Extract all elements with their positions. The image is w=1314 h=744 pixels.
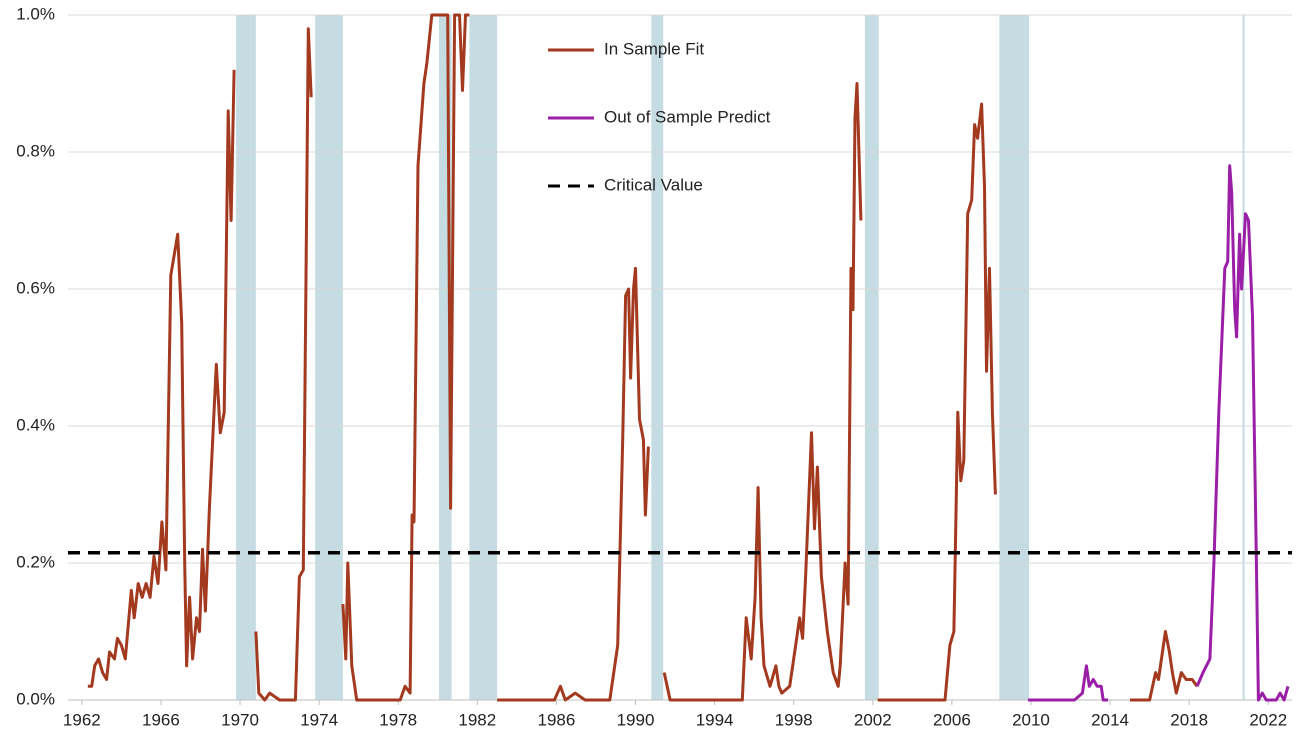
recession-band (999, 15, 1030, 700)
legend-label: Out of Sample Predict (604, 107, 771, 126)
legend-label: Critical Value (604, 175, 703, 194)
recession-band (236, 15, 256, 700)
x-tick-label: 2014 (1091, 710, 1129, 729)
recession-band (651, 15, 664, 700)
x-tick-label: 1966 (142, 710, 180, 729)
recession-band (1242, 15, 1245, 700)
recession-band (315, 15, 343, 700)
x-tick-label: 2018 (1170, 710, 1208, 729)
recession-band (469, 15, 498, 700)
y-tick-label: 1.0% (16, 4, 55, 23)
x-tick-label: 1978 (379, 710, 417, 729)
x-tick-label: 1986 (537, 710, 575, 729)
x-tick-label: 2006 (933, 710, 971, 729)
x-tick-label: 2002 (854, 710, 892, 729)
x-tick-label: 1990 (617, 710, 655, 729)
legend-label: In Sample Fit (604, 39, 704, 58)
x-tick-label: 1994 (696, 710, 734, 729)
x-tick-label: 1982 (458, 710, 496, 729)
y-tick-label: 0.6% (16, 278, 55, 297)
x-tick-label: 1970 (221, 710, 259, 729)
x-tick-label: 1974 (300, 710, 338, 729)
y-tick-label: 0.4% (16, 415, 55, 434)
y-tick-label: 0.2% (16, 552, 55, 571)
y-tick-label: 0.0% (16, 689, 55, 708)
recession-band (864, 15, 879, 700)
x-tick-label: 2010 (1012, 710, 1050, 729)
series-line (1028, 164, 1290, 702)
x-tick-label: 1962 (63, 710, 101, 729)
y-tick-label: 0.8% (16, 141, 55, 160)
x-tick-label: 1998 (775, 710, 813, 729)
series-line (87, 13, 1199, 702)
x-tick-label: 2022 (1249, 710, 1287, 729)
